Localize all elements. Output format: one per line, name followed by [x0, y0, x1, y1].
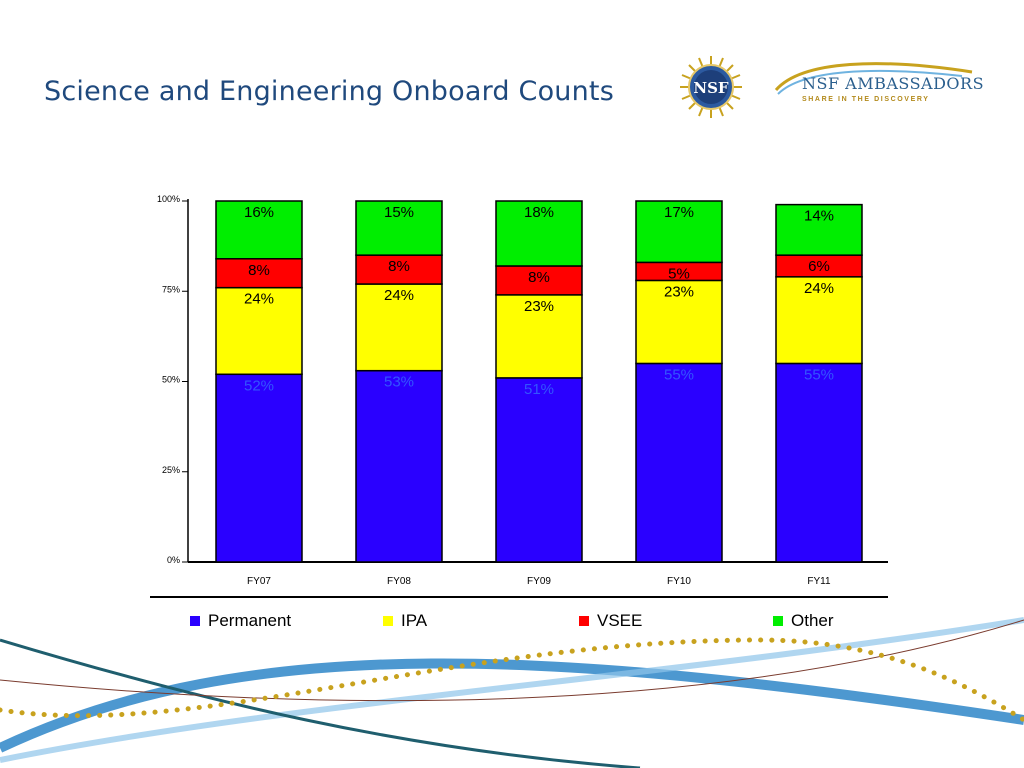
bar-segment-vsee-fy09 [495, 265, 583, 296]
bar-segment-permanent-fy09 [495, 377, 583, 563]
legend-label: Permanent [208, 611, 292, 630]
y-tick-label: 75% [162, 284, 180, 294]
data-label: 24% [244, 291, 274, 308]
legend-item-other: Other [773, 610, 834, 632]
data-label: 55% [804, 366, 834, 383]
data-label: 17% [664, 204, 694, 221]
x-tick-label: FY07 [247, 576, 271, 587]
data-label: 23% [524, 298, 554, 315]
data-label: 53% [384, 374, 414, 391]
data-label: 14% [804, 208, 834, 225]
legend-label: IPA [401, 611, 428, 630]
x-tick-label: FY10 [667, 576, 691, 587]
data-label: 8% [248, 262, 270, 279]
nsf-ambassadors-logo: NSF AMBASSADORS SHARE IN THE DISCOVERY [772, 60, 985, 112]
data-label: 8% [388, 258, 410, 275]
legend-item-ipa: IPA [383, 610, 427, 632]
x-tick-label: FY08 [387, 576, 411, 587]
data-label: 16% [244, 204, 274, 221]
bar-segment-ipa-fy09 [495, 294, 583, 379]
bar-segment-other-fy10 [635, 200, 723, 264]
bar-segment-ipa-fy10 [635, 279, 723, 365]
nsf-seal-logo: NSF [678, 54, 744, 120]
y-tick-label: 50% [162, 375, 180, 385]
y-tick-label: 100% [157, 194, 180, 204]
ambassadors-name: NSF AMBASSADORS [802, 74, 985, 93]
bar-segment-other-fy09 [495, 200, 583, 267]
legend-label: VSEE [597, 611, 643, 630]
bar-segment-other-fy11 [775, 203, 863, 256]
legend-swatch [773, 616, 783, 626]
bar-segment-permanent-fy07 [215, 373, 303, 563]
x-tick-label: FY09 [527, 576, 551, 587]
bar-segment-other-fy07 [215, 200, 303, 260]
bar-segment-ipa-fy07 [215, 286, 303, 376]
bar-segment-ipa-fy08 [355, 283, 443, 372]
data-label: 18% [524, 204, 554, 221]
legend-item-vsee: VSEE [579, 610, 642, 632]
data-label: 8% [528, 269, 550, 286]
bar-segment-ipa-fy11 [775, 276, 863, 365]
slide-title: Science and Engineering Onboard Counts [44, 76, 614, 107]
bar-segment-other-fy08 [355, 200, 443, 256]
bar-segment-permanent-fy10 [635, 362, 723, 563]
data-label: 24% [384, 287, 414, 304]
seal-text: NSF [693, 79, 729, 97]
data-label: 24% [804, 280, 834, 297]
data-label: 15% [384, 204, 414, 221]
bar-segment-vsee-fy07 [215, 258, 303, 289]
x-tick-label: FY11 [807, 576, 831, 587]
data-label: 51% [524, 381, 554, 398]
data-label: 5% [668, 265, 690, 282]
data-label: 52% [244, 377, 274, 394]
decorative-swooshes [0, 617, 1024, 768]
stacked-bar-chart: 0% 25% 50% 75% 100% 52% 24% 8% 16% FY07 53% 24% 8% 15… [150, 194, 888, 598]
legend-swatch [579, 616, 589, 626]
bar-segment-permanent-fy11 [775, 362, 863, 563]
y-tick-label: 25% [162, 465, 180, 475]
ambassadors-tagline: SHARE IN THE DISCOVERY [802, 96, 930, 103]
legend-swatch [190, 616, 200, 626]
legend-label: Other [791, 611, 834, 630]
data-label: 23% [664, 283, 694, 300]
chart-legend: Permanent IPA VSEE Other [190, 610, 890, 632]
data-label: 6% [808, 258, 830, 275]
data-label: 55% [664, 366, 694, 383]
bar-segment-permanent-fy08 [355, 369, 443, 563]
y-tick-label: 0% [167, 555, 180, 565]
legend-swatch [383, 616, 393, 626]
legend-item-permanent: Permanent [190, 610, 291, 632]
